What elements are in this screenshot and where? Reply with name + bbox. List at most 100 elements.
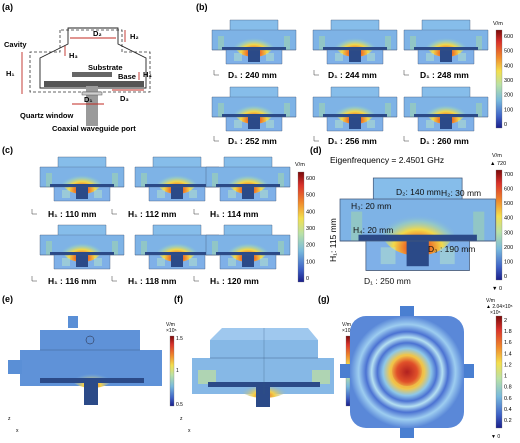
colorbar-tick-label: 400 — [504, 216, 513, 222]
colorbar-tick-label: 1.6 — [504, 340, 512, 346]
colorbar-tick-label: 100 — [306, 259, 315, 265]
axis-x-f: x — [188, 428, 191, 434]
panel-label-a: (a) — [2, 2, 13, 12]
panel-g: (g) V/m ▲ 2.04×10⁵ ×10⁵ ▼ 0 2 1.8 1.6 1.4 1.… — [318, 294, 513, 440]
panel-d: (d) Eigenfrequency = 2.4501 GHz D₂: 140 … — [310, 145, 513, 292]
caption-b-1: D₁ : 240 mm — [228, 70, 277, 80]
colorbar-g — [495, 315, 503, 429]
colorbar-tick-label: 0.6 — [504, 396, 512, 402]
caption-c-3: H₁ : 114 mm — [210, 209, 259, 219]
label-h4: H₄ — [143, 70, 152, 79]
label-cavity: Cavity — [4, 40, 27, 49]
colorbar-tick-label: 1.4 — [504, 351, 512, 357]
colorbar-e-unit: V/m — [166, 322, 175, 328]
colorbar-e-t2: 1 — [176, 368, 179, 374]
label-coax-port: Coaxial waveguide port — [52, 124, 136, 133]
colorbar-tick-label: 0.8 — [504, 385, 512, 391]
panel-label-f: (f) — [174, 294, 183, 304]
colorbar-d-max: ▲ 720 — [490, 161, 506, 167]
cavity-solid — [39, 27, 147, 89]
axis-z-f: z — [180, 416, 183, 422]
dim-h1: H₁: 115 mm — [328, 218, 338, 262]
colorbar-tick-label: 0 — [504, 274, 507, 280]
colorbar-tick-label: 1 — [504, 374, 507, 380]
label-h3: H₃ — [69, 51, 78, 60]
colorbar-tick-label: 2 — [504, 318, 507, 324]
colorbar-tick-label: 600 — [504, 187, 513, 193]
colorbar-g-unit: V/m — [486, 298, 495, 304]
dim-d3: D₃ : 190 mm — [428, 244, 475, 254]
axis-z-e: z — [8, 416, 11, 422]
colorbar-tick-label: 500 — [504, 201, 513, 207]
dim-h3: H₃: 20 mm — [351, 201, 391, 211]
panel-f: (f) z x V/m ×10⁵ 1.5 1 0.5 — [174, 294, 359, 434]
caption-c-1: H₁ : 110 mm — [48, 209, 97, 219]
label-substrate: Substrate — [88, 63, 123, 72]
colorbar-c-unit: V/m — [295, 162, 305, 168]
colorbar-tick-label: 200 — [504, 93, 513, 99]
colorbar-d-ticks: 700 600 500 400 300 200 100 0 — [504, 172, 513, 280]
colorbar-tick-label: 300 — [504, 78, 513, 84]
base-plate — [44, 81, 144, 87]
label-base: Base — [118, 72, 136, 81]
top-view-map — [350, 316, 464, 428]
colorbar-g-max: ▲ 2.04×10⁵ — [486, 304, 513, 310]
colorbar-e-t1: 1.5 — [176, 336, 183, 342]
panel-label-c: (c) — [2, 145, 13, 155]
colorbar-tick-label: 500 — [504, 49, 513, 55]
dim-h2: H₂: 30 mm — [441, 188, 481, 198]
colorbar-tick-label: 200 — [306, 243, 315, 249]
colorbar-e — [169, 335, 175, 407]
colorbar-g-ticks: 2 1.8 1.6 1.4 1.2 1 0.8 0.6 0.4 0.2 — [504, 318, 512, 424]
panel-a: (a) Cavity D₂ H₂ H₃ H₁ Substrate Base H₄… — [2, 2, 152, 133]
colorbar-tick-label: 0 — [306, 276, 309, 282]
colorbar-b-ticks: 600 500 400 300 200 100 0 — [504, 34, 513, 128]
dim-h4: H₄: 20 mm — [353, 225, 393, 235]
colorbar-e-t3: 0.5 — [176, 402, 183, 408]
colorbar-tick-label: 300 — [306, 226, 315, 232]
colorbar-b — [495, 29, 503, 129]
label-h1: H₁ — [6, 69, 15, 78]
colorbar-tick-label: 100 — [504, 107, 513, 113]
colorbar-tick-label: 1.2 — [504, 362, 512, 368]
caption-b-3: D₁ : 248 mm — [420, 70, 469, 80]
colorbar-c-ticks: 600 500 400 300 200 100 0 — [306, 176, 315, 282]
colorbar-f-unit: V/m — [342, 322, 351, 328]
colorbar-d-min: ▼ 0 — [492, 286, 502, 292]
substrate-block — [72, 72, 112, 77]
axis-x-e: x — [16, 428, 19, 434]
label-h2: H₂ — [130, 32, 139, 41]
colorbar-tick-label: 0.4 — [504, 407, 512, 413]
coax-port — [86, 86, 98, 126]
caption-b-4: D₁ : 252 mm — [228, 136, 277, 146]
colorbar-tick-label: 0 — [504, 122, 507, 128]
colorbar-tick-label: 500 — [306, 193, 315, 199]
colorbar-tick-label: 100 — [504, 259, 513, 265]
quartz-window — [81, 91, 103, 96]
colorbar-tick-label: 400 — [504, 63, 513, 69]
colorbar-tick-label: 200 — [504, 245, 513, 251]
panel-e: (e) z x V/m ×10⁵ 1.5 1 0.5 — [2, 294, 183, 434]
colorbar-f-exp: ×10⁵ — [342, 328, 353, 334]
colorbar-g-min: ▼ 0 — [491, 434, 500, 440]
caption-b-2: D₁ : 244 mm — [328, 70, 377, 80]
panel-label-e: (e) — [2, 294, 13, 304]
colorbar-b-unit: V/m — [493, 21, 503, 27]
colorbar-tick-label: 0.2 — [504, 418, 512, 424]
colorbar-tick-label: 300 — [504, 230, 513, 236]
caption-b-5: D₁ : 256 mm — [328, 136, 377, 146]
colorbar-g-exp: ×10⁵ — [490, 310, 501, 316]
colorbar-tick-label: 600 — [504, 34, 513, 40]
cavity-outline — [29, 29, 151, 93]
panel-label-d: (d) — [310, 145, 322, 155]
colorbar-tick-label: 1.8 — [504, 329, 512, 335]
label-quartz-window: Quartz window — [20, 111, 73, 120]
caption-c-2: H₁ : 112 mm — [128, 209, 177, 219]
label-d1: D₁ — [84, 95, 93, 104]
dimension-arrows — [21, 30, 144, 105]
panel-b: (b) D₁ : 240 mm D₁ : 244 mm D₁ : 248 mm … — [196, 2, 513, 146]
eigenfrequency-title: Eigenfrequency = 2.4501 GHz — [330, 155, 444, 165]
panel-c: (c) H₁ : 110 mm H₁ : 112 mm H₁ : 114 mm … — [2, 145, 315, 286]
colorbar-d — [495, 169, 503, 281]
